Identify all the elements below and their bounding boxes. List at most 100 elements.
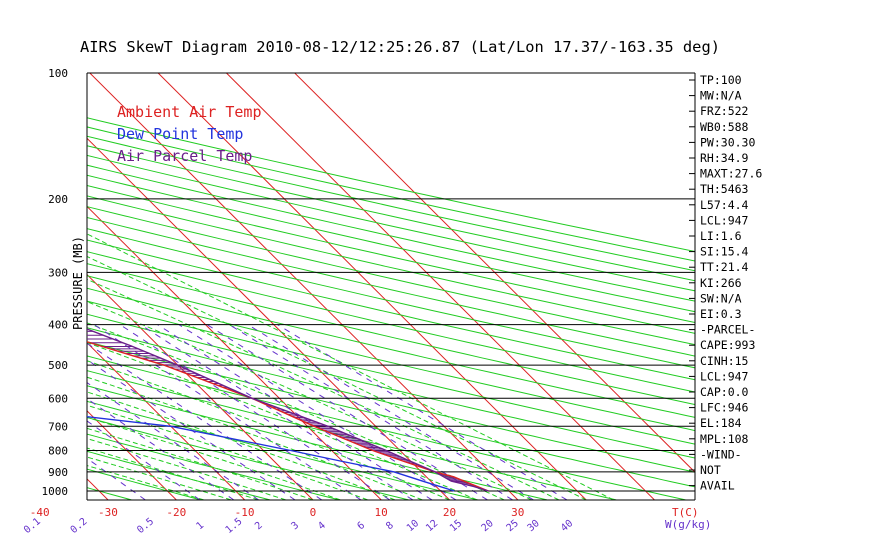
moist-adiabat-line xyxy=(87,376,423,500)
dry-adiabat-line xyxy=(87,117,695,252)
index-label: TH:5463 xyxy=(700,182,749,196)
mixing-ratio-tick-label: 3 xyxy=(289,520,301,532)
bottom-temp-tick-label: -40 xyxy=(30,506,50,519)
index-label: AVAIL xyxy=(700,479,735,493)
mixing-ratio-line xyxy=(119,324,390,500)
isotherm-line xyxy=(0,73,40,500)
mixing-ratio-tick-label: 40 xyxy=(559,518,575,534)
index-label: CINH:15 xyxy=(700,354,748,368)
mixing-ratio-line xyxy=(87,359,296,500)
index-label: SW:N/A xyxy=(700,291,742,305)
dry-adiabat-line xyxy=(87,228,695,369)
mixing-ratio-line xyxy=(87,420,201,500)
mixing-ratio-line xyxy=(87,457,146,500)
dry-adiabat-line xyxy=(87,400,478,500)
index-label: MAXT:27.6 xyxy=(700,167,762,181)
mixing-ratio-tick-label: 1 xyxy=(194,520,206,532)
index-label: CAPE:993 xyxy=(700,338,755,352)
profile-series xyxy=(87,328,489,492)
isotherm-line xyxy=(294,73,695,473)
dry-adiabat-line xyxy=(87,164,695,302)
index-label: MW:N/A xyxy=(700,89,742,103)
series-line xyxy=(87,415,455,492)
moist-adiabat-line xyxy=(87,255,587,500)
mixing-ratio-line xyxy=(0,325,32,500)
dry-adiabat-line xyxy=(87,370,617,500)
dry-adiabat-line xyxy=(0,73,62,500)
mixing-ratio-tick-label: 10 xyxy=(405,518,421,534)
pressure-tick-label: 300 xyxy=(48,266,68,279)
index-label: -PARCEL- xyxy=(700,323,755,337)
dry-adiabat-line xyxy=(87,468,201,500)
mixing-ratio-tick-label: 20 xyxy=(480,518,496,534)
legend-entry: Ambient Air Temp xyxy=(117,103,262,121)
mixing-ratio-tick-label: 4 xyxy=(316,520,328,532)
dry-adiabat-line xyxy=(87,135,695,272)
mixing-ratio-tick-label: 0.1 xyxy=(22,516,43,536)
index-label: LFC:946 xyxy=(700,401,749,415)
isotherm-line xyxy=(87,205,382,500)
index-label: WB0:588 xyxy=(700,120,749,134)
dry-adiabat-line xyxy=(87,341,695,488)
mixing-ratio-tick-label: 15 xyxy=(448,518,464,534)
dry-adiabat-line xyxy=(87,300,695,445)
index-label: CAP:0.0 xyxy=(700,385,749,399)
moist-adiabat-line xyxy=(87,456,232,500)
dry-adiabat-line xyxy=(87,206,695,346)
dry-adiabat-line xyxy=(87,184,695,323)
mixing-ratio-tick-label: 2 xyxy=(253,520,265,532)
index-label: MPL:108 xyxy=(700,432,749,446)
dry-adiabat-line xyxy=(87,385,548,500)
index-label: FRZ:522 xyxy=(700,104,748,118)
index-label: TP:100 xyxy=(700,73,742,87)
isotherm-line xyxy=(87,341,245,500)
moist-adiabat-line xyxy=(87,233,614,500)
x-axis-label: T(C) xyxy=(672,506,699,519)
mixing-ratio-line xyxy=(87,398,234,500)
isotherm-line xyxy=(87,273,314,500)
mixing-ratio-tick-label: 8 xyxy=(384,520,396,532)
mixing-ratio-line xyxy=(87,342,322,500)
pressure-tick-label: 800 xyxy=(48,444,68,457)
mixing-ratio-line xyxy=(247,324,534,500)
dry-adiabat-line xyxy=(87,174,695,313)
dry-adiabat-line xyxy=(87,251,695,393)
mixing-ratio-tick-labels: 0.1 0.2 0.5 1 1.5 2 3 4 6 8 10 12 15 20 25 30 40 xyxy=(22,516,575,536)
mixing-ratio-tick-label: 0.2 xyxy=(69,516,90,536)
mixing-ratio-line xyxy=(229,324,513,500)
legend-entry: Air Parcel Temp xyxy=(117,147,252,165)
pressure-tick-label: 400 xyxy=(48,319,68,332)
dry-adiabat-line xyxy=(87,263,695,406)
index-label: RH:34.9 xyxy=(700,151,749,165)
moist-adiabat-line xyxy=(87,360,450,500)
pressure-tick-labels: 100 200 300 400 500 600 700 800 900 1000 xyxy=(42,67,69,498)
isotherm-line xyxy=(226,73,655,500)
index-label: L57:4.4 xyxy=(700,198,749,212)
dry-adiabat-line xyxy=(87,216,695,357)
bottom-temp-tick-label: -20 xyxy=(166,506,186,519)
index-label: PW:30.30 xyxy=(700,135,755,149)
dry-adiabat-line xyxy=(87,239,695,381)
index-label: NOT xyxy=(700,463,721,477)
bottom-temp-tick-label: -30 xyxy=(98,506,118,519)
index-label: EL:184 xyxy=(700,416,742,430)
index-label: SI:15.4 xyxy=(700,245,749,259)
bottom-temp-tick-label: 0 xyxy=(310,506,317,519)
index-label: EI:0.3 xyxy=(700,307,742,321)
bottom-temp-tick-label: 30 xyxy=(511,506,524,519)
dry-adiabat-line xyxy=(87,126,695,262)
bottom-temp-tick-label: 10 xyxy=(375,506,388,519)
dry-adiabat-line xyxy=(87,327,695,473)
dry-adiabat-lines xyxy=(0,73,695,500)
moist-adiabat-line xyxy=(87,278,560,500)
moist-adiabat-line xyxy=(87,391,395,500)
mixing-ratio-axis-label: W(g/kg) xyxy=(665,518,711,531)
pressure-tick-label: 700 xyxy=(48,420,68,433)
pressure-tick-label: 600 xyxy=(48,392,68,405)
isotherm-line xyxy=(157,73,587,500)
pressure-tick-label: 100 xyxy=(48,67,68,80)
dry-adiabat-line xyxy=(87,145,695,282)
index-label: LCL:947 xyxy=(700,213,749,227)
moist-adiabat-line xyxy=(87,416,341,500)
